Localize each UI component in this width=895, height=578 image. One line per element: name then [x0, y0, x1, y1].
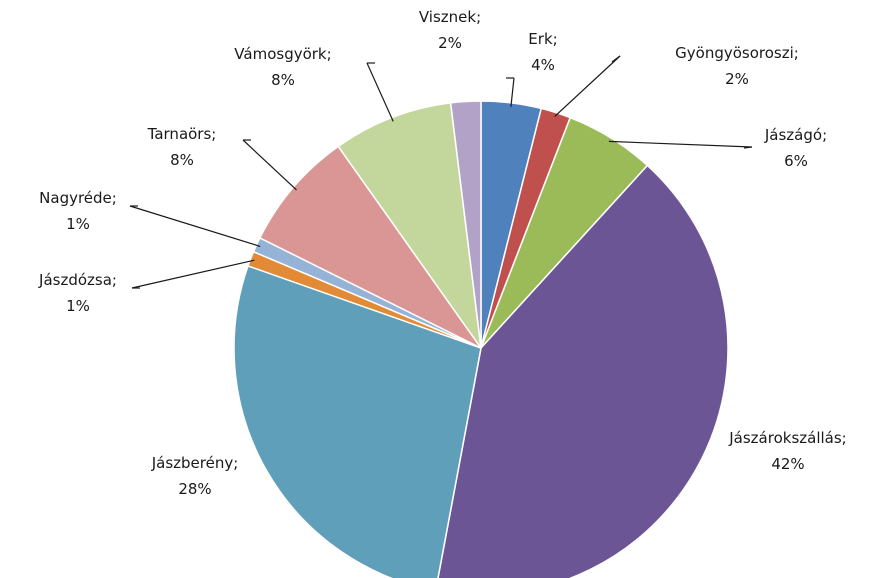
leader-line-jaszago — [608, 140, 753, 148]
pie-slice-jaszbereny — [233, 264, 482, 578]
leader-line-gyongyosoroszi — [554, 55, 621, 117]
leader-line-erk — [510, 77, 515, 107]
data-label-gyongyosoroszi: Gyöngyösoroszi; 2% — [675, 44, 799, 88]
data-label-vamosgyork: Vámosgyörk; 8% — [234, 45, 331, 89]
data-labels: Erk; 4% Gyöngyösoroszi; 2% Jászágó; 6% Jászáro… — [38, 8, 847, 498]
data-label-erk: Erk; 4% — [528, 30, 557, 74]
data-label-nagyrede: Nagyréde; 1% — [39, 189, 117, 233]
data-label-jaszbereny: Jászberény; 28% — [151, 454, 239, 498]
leader-line-tarnaors — [242, 139, 297, 191]
pie-slice-jaszarokszallas — [437, 164, 729, 578]
data-label-jaszago: Jászágó; 6% — [764, 126, 827, 170]
leader-line-vamosgyork — [366, 62, 394, 122]
leader-lines — [129, 55, 753, 289]
pie-slices — [233, 100, 729, 578]
data-label-visznek: Visznek; 2% — [419, 8, 481, 52]
leader-tick — [611, 55, 621, 63]
data-label-tarnaors: Tarnaörs; 8% — [147, 125, 217, 169]
leader-line-nagyrede — [129, 205, 261, 247]
pie-slice-visznek — [449, 100, 482, 349]
leader-line-jaszdozsa — [131, 259, 255, 289]
leader-tick — [743, 146, 753, 149]
data-label-jaszdozsa: Jászdózsa; 1% — [38, 271, 117, 315]
data-label-jaszarokszallas: Jászárokszállás; 42% — [728, 429, 846, 473]
